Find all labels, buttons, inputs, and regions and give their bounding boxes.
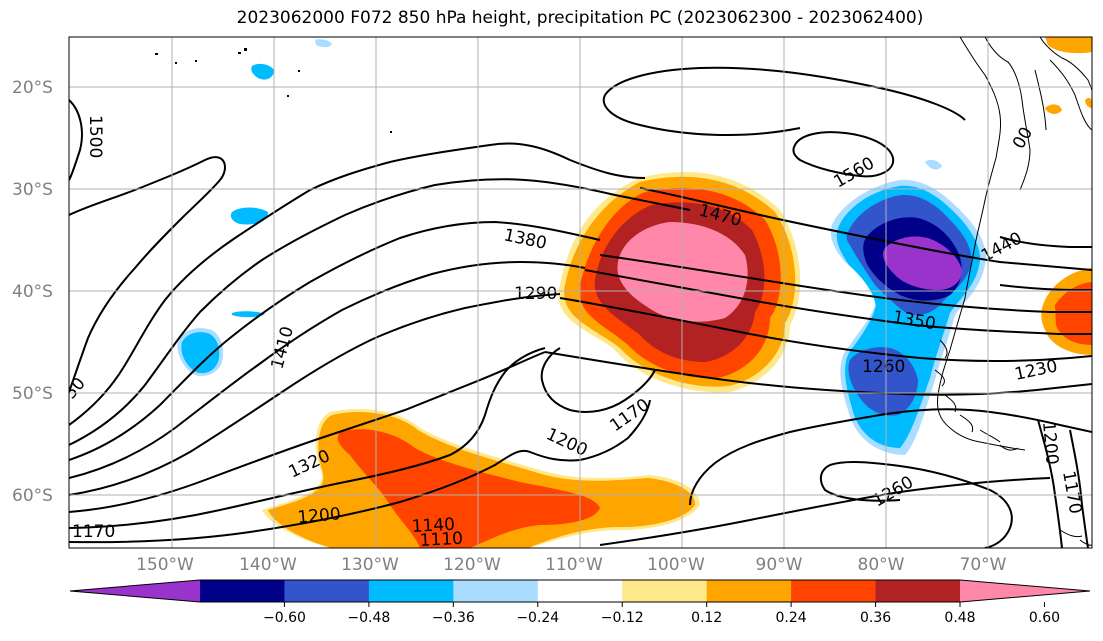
colorbar-tick-label: 0.12 (691, 610, 722, 626)
colorbar-tick-label: −0.36 (432, 610, 475, 626)
precip-negative-east (830, 179, 986, 455)
lat-label: 30°S (12, 180, 53, 200)
colorbar-tick-label: 0.48 (944, 610, 975, 626)
colorbar-swatch (875, 580, 961, 602)
colorbar-swatch (622, 580, 708, 602)
lon-label: 140°W (239, 555, 297, 575)
lat-label: 60°S (12, 486, 53, 506)
map-frame-border (68, 36, 1093, 549)
colorbar-tick-label: 0.24 (776, 610, 807, 626)
colorbar-swatch (284, 580, 370, 602)
colorbar-swatch (368, 580, 454, 602)
colorbar-tick-label: 0.36 (860, 610, 891, 626)
contour-label: 1170 (72, 522, 115, 542)
colorbar: −0.60 −0.48 −0.36 −0.24 −0.12 0.12 0.24 0.36 0.4… (69, 579, 1091, 626)
contour-label: 1200 (1038, 421, 1062, 466)
precip-positive-southwest (262, 408, 700, 548)
lat-label: 40°S (12, 282, 53, 302)
colorbar-swatch (537, 580, 623, 602)
colorbar-outline (69, 579, 1091, 603)
colorbar-high-arrow (960, 580, 1090, 602)
colorbar-tick-label: −0.60 (263, 610, 306, 626)
map-content: 1500 1560 1470 1380 1440 1290 1410 1350 … (69, 37, 1092, 551)
gridlines (69, 37, 1092, 548)
lon-label: 90°W (756, 555, 803, 575)
lon-label: 120°W (443, 555, 501, 575)
height-contours (69, 66, 1092, 548)
island-markers (155, 48, 392, 133)
colorbar-swatch (200, 580, 285, 602)
colorbar-swatch (791, 580, 877, 602)
colorbar-swatch (453, 580, 539, 602)
lon-label: 150°W (136, 555, 194, 575)
contour-label: 1110 (419, 529, 463, 551)
contour-label: 1290 (514, 284, 557, 304)
contour-label: 1140 (411, 515, 455, 537)
latitude-labels: 20°S 30°S 40°S 50°S 60°S (12, 78, 53, 506)
contour-label: 1500 (85, 115, 105, 158)
lon-label: 80°W (858, 555, 905, 575)
precip-negative-west (177, 39, 942, 376)
colorbar-low-arrow (70, 580, 200, 602)
lat-label: 20°S (12, 78, 53, 98)
lon-label: 100°W (647, 555, 705, 575)
colorbar-tick-label: 0.60 (1029, 610, 1060, 626)
lat-label: 50°S (12, 384, 53, 404)
colorbar-tick-label: −0.48 (347, 610, 390, 626)
precip-positive-central (558, 171, 801, 393)
colorbar-tick-label: −0.12 (601, 610, 644, 626)
colorbar-tick-label: −0.24 (516, 610, 559, 626)
colorbar-swatch (706, 580, 792, 602)
lon-label: 130°W (341, 555, 399, 575)
longitude-labels: 150°W 140°W 130°W 120°W 110°W 100°W 90°W… (136, 555, 1007, 575)
map-title: 2023062000 F072 850 hPa height, precipit… (236, 8, 924, 28)
lon-label: 110°W (545, 555, 603, 575)
lon-label: 70°W (960, 555, 1007, 575)
coastlines (934, 37, 1092, 546)
contour-label: 1200 (297, 504, 342, 528)
contour-label: 1260 (862, 357, 905, 377)
